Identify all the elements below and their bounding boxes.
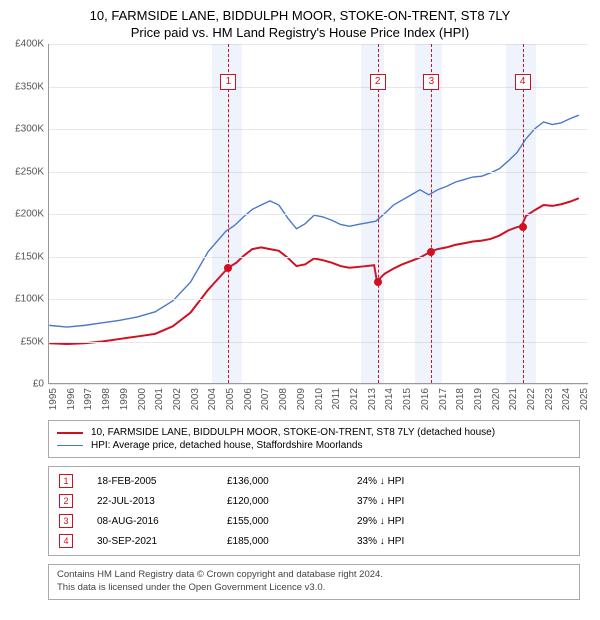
marker-dot [224, 264, 232, 272]
x-tick-label: 2012 [349, 388, 360, 410]
x-tick-label: 2000 [137, 388, 148, 410]
legend: 10, FARMSIDE LANE, BIDDULPH MOOR, STOKE-… [48, 420, 580, 458]
sales-row: 1 18-FEB-2005£136,00024% ↓ HPI [49, 471, 579, 491]
marker-dot [374, 278, 382, 286]
x-axis: 1995 1996 1997 1998 1999 2000 2001 2002 2003 2004… [48, 384, 588, 414]
marker-line [378, 44, 379, 383]
title-block: 10, FARMSIDE LANE, BIDDULPH MOOR, STOKE-… [0, 0, 600, 44]
legend-label: 10, FARMSIDE LANE, BIDDULPH MOOR, STOKE-… [91, 427, 495, 438]
chart: £0£50K£100K£150K£200K£250K£300K£350K£400… [0, 44, 600, 414]
series-price_paid [49, 198, 579, 344]
x-tick-label: 2009 [296, 388, 307, 410]
shaded-band [212, 44, 242, 383]
marker-line [228, 44, 229, 383]
marker-line [431, 44, 432, 383]
x-tick-label: 2001 [154, 388, 165, 410]
x-tick-label: 2013 [367, 388, 378, 410]
sale-price: £136,000 [227, 476, 357, 487]
footer-line-2: This data is licensed under the Open Gov… [57, 582, 571, 595]
x-tick-label: 2004 [207, 388, 218, 410]
footer: Contains HM Land Registry data © Crown c… [48, 564, 580, 600]
sale-date: 30-SEP-2021 [97, 536, 227, 547]
sales-row: 3 08-AUG-2016£155,00029% ↓ HPI [49, 511, 579, 531]
x-tick-label: 2011 [331, 388, 342, 410]
y-tick-label: £350K [15, 81, 44, 92]
marker-box: 3 [423, 74, 439, 90]
x-tick-label: 2003 [190, 388, 201, 410]
y-tick-label: £250K [15, 166, 44, 177]
marker-box: 4 [515, 74, 531, 90]
x-tick-label: 2020 [491, 388, 502, 410]
x-tick-label: 1995 [48, 388, 59, 410]
x-tick-label: 2023 [544, 388, 555, 410]
sale-date: 22-JUL-2013 [97, 496, 227, 507]
y-axis: £0£50K£100K£150K£200K£250K£300K£350K£400… [0, 44, 48, 384]
y-tick-label: £100K [15, 294, 44, 305]
marker-line [523, 44, 524, 383]
sales-row: 2 22-JUL-2013£120,00037% ↓ HPI [49, 491, 579, 511]
title-line-1: 10, FARMSIDE LANE, BIDDULPH MOOR, STOKE-… [0, 8, 600, 23]
sale-marker: 1 [59, 474, 73, 488]
plot-area: 1 2 3 4 [48, 44, 588, 384]
x-tick-label: 2018 [455, 388, 466, 410]
x-tick-label: 2005 [225, 388, 236, 410]
y-tick-label: £300K [15, 124, 44, 135]
legend-row: HPI: Average price, detached house, Staf… [57, 440, 571, 451]
marker-dot [427, 248, 435, 256]
x-tick-label: 2002 [172, 388, 183, 410]
y-tick-label: £200K [15, 209, 44, 220]
sales-table: 1 18-FEB-2005£136,00024% ↓ HPI 2 22-JUL-201… [48, 466, 580, 556]
sale-marker: 4 [59, 534, 73, 548]
x-tick-label: 2010 [314, 388, 325, 410]
x-tick-label: 2019 [473, 388, 484, 410]
y-tick-label: £400K [15, 39, 44, 50]
legend-swatch [57, 432, 83, 434]
sale-marker: 2 [59, 494, 73, 508]
x-tick-label: 2014 [384, 388, 395, 410]
x-tick-label: 1996 [66, 388, 77, 410]
x-tick-label: 2021 [508, 388, 519, 410]
series-hpi [49, 115, 579, 327]
sale-diff: 37% ↓ HPI [357, 496, 477, 507]
legend-label: HPI: Average price, detached house, Staf… [91, 440, 362, 451]
x-tick-label: 2025 [579, 388, 590, 410]
x-tick-label: 2024 [561, 388, 572, 410]
sale-diff: 29% ↓ HPI [357, 516, 477, 527]
footer-line-1: Contains HM Land Registry data © Crown c… [57, 569, 571, 582]
sale-date: 18-FEB-2005 [97, 476, 227, 487]
sale-date: 08-AUG-2016 [97, 516, 227, 527]
sale-price: £120,000 [227, 496, 357, 507]
marker-box: 2 [370, 74, 386, 90]
sale-diff: 33% ↓ HPI [357, 536, 477, 547]
legend-swatch [57, 445, 83, 446]
x-tick-label: 2007 [260, 388, 271, 410]
sale-price: £185,000 [227, 536, 357, 547]
legend-row: 10, FARMSIDE LANE, BIDDULPH MOOR, STOKE-… [57, 427, 571, 438]
x-tick-label: 2016 [420, 388, 431, 410]
shaded-band [415, 44, 442, 383]
sale-marker: 3 [59, 514, 73, 528]
x-tick-label: 1998 [101, 388, 112, 410]
sales-row: 4 30-SEP-2021£185,00033% ↓ HPI [49, 531, 579, 551]
x-tick-label: 2008 [278, 388, 289, 410]
x-tick-label: 2006 [243, 388, 254, 410]
x-tick-label: 1999 [119, 388, 130, 410]
marker-dot [519, 223, 527, 231]
y-tick-label: £0 [33, 379, 44, 390]
x-tick-label: 2017 [438, 388, 449, 410]
x-tick-label: 1997 [83, 388, 94, 410]
sale-diff: 24% ↓ HPI [357, 476, 477, 487]
x-tick-label: 2015 [402, 388, 413, 410]
y-tick-label: £50K [21, 336, 44, 347]
shaded-band [361, 44, 384, 383]
shaded-band [506, 44, 536, 383]
y-tick-label: £150K [15, 251, 44, 262]
x-tick-label: 2022 [526, 388, 537, 410]
marker-box: 1 [220, 74, 236, 90]
sale-price: £155,000 [227, 516, 357, 527]
title-line-2: Price paid vs. HM Land Registry's House … [0, 25, 600, 40]
